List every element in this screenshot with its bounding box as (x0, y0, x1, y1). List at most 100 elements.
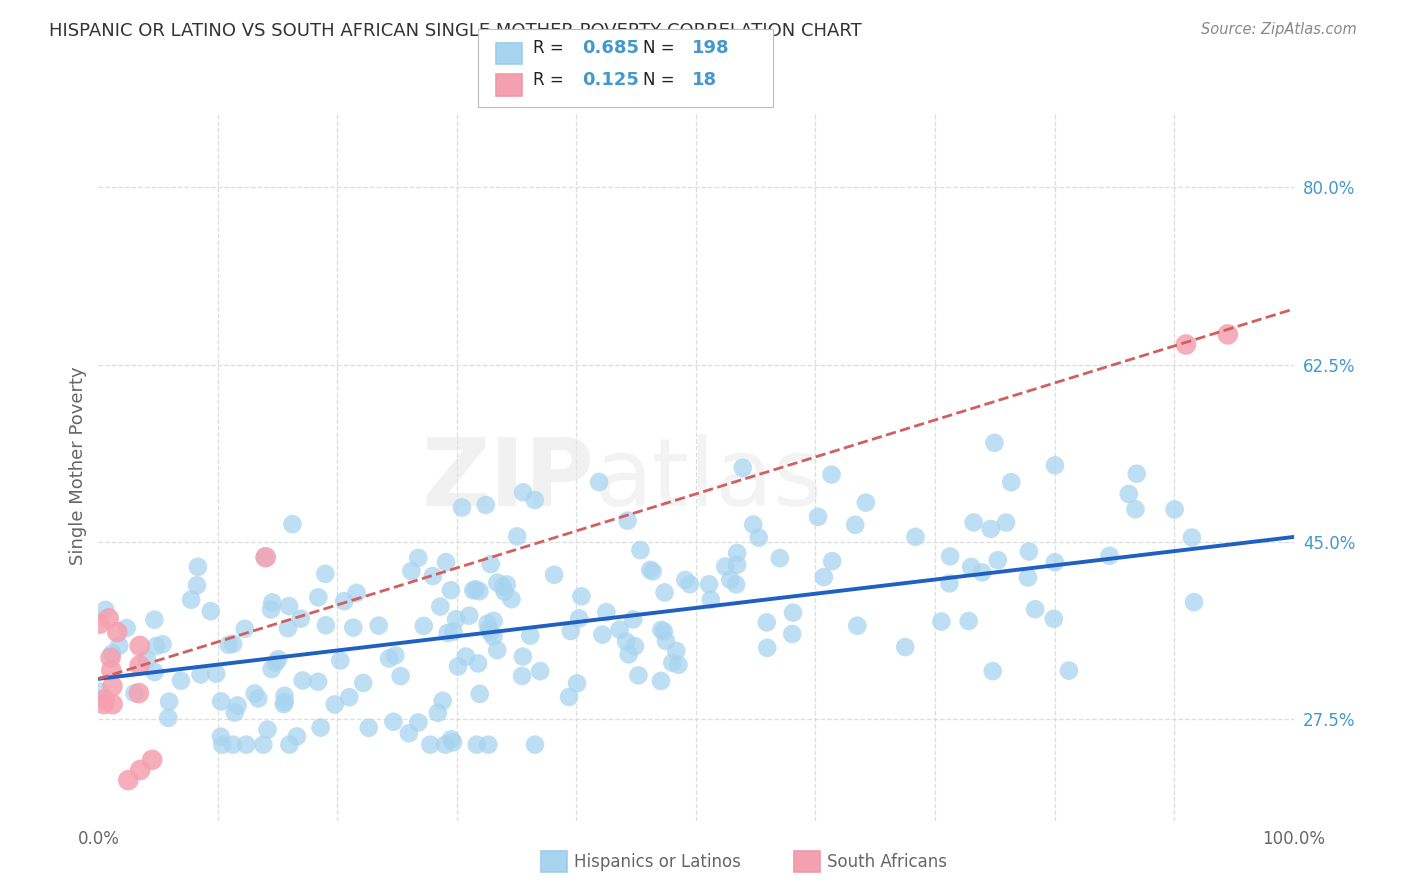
Point (434, 738, 457, 752)
Point (523, 493, 546, 508)
Point (673, 573, 696, 587)
Point (1057, 664, 1080, 678)
Point (141, 753, 163, 767)
Point (652, 624, 675, 639)
Point (323, 698, 346, 712)
Point (129, 763, 152, 777)
Point (467, 657, 489, 671)
Point (247, 691, 270, 706)
Point (756, 640, 779, 655)
Point (780, 627, 803, 641)
Point (529, 664, 551, 678)
Point (700, 592, 723, 607)
Point (519, 629, 541, 643)
Point (186, 578, 208, 592)
Point (725, 546, 748, 560)
Point (124, 686, 146, 700)
Point (115, 621, 138, 635)
Point (640, 563, 662, 577)
Point (568, 611, 591, 625)
Point (650, 623, 672, 637)
Point (616, 514, 638, 528)
Point (1182, 595, 1205, 609)
Point (256, 723, 278, 737)
Point (894, 640, 917, 654)
Point (100, 663, 122, 677)
Point (963, 516, 986, 530)
Text: N =: N = (643, 39, 679, 57)
Point (262, 595, 284, 609)
Point (128, 639, 150, 653)
Point (209, 730, 232, 744)
Point (628, 543, 651, 558)
Point (571, 590, 593, 604)
Point (512, 485, 534, 500)
Point (844, 517, 866, 532)
Point (224, 706, 246, 720)
Point (235, 738, 257, 752)
Point (1043, 458, 1066, 473)
Point (105, 625, 128, 640)
Point (465, 738, 488, 752)
Point (260, 662, 283, 676)
Point (482, 630, 505, 644)
Point (1017, 570, 1039, 584)
Point (731, 460, 754, 475)
Point (401, 564, 423, 578)
Point (419, 738, 441, 752)
Point (782, 606, 804, 620)
Point (609, 623, 631, 637)
Point (560, 624, 582, 638)
Point (93, 697, 115, 711)
Text: R =: R = (533, 39, 569, 57)
Point (222, 637, 245, 651)
Point (1125, 467, 1147, 481)
Point (718, 573, 741, 587)
Point (486, 575, 509, 590)
Point (661, 656, 683, 670)
Point (846, 619, 869, 633)
Text: R =: R = (533, 71, 569, 89)
Point (143, 613, 166, 627)
Point (209, 694, 232, 708)
Point (226, 698, 249, 713)
Point (512, 649, 534, 664)
Point (1181, 531, 1204, 545)
Point (233, 622, 256, 636)
Point (995, 516, 1018, 530)
Text: 0.685: 0.685 (582, 39, 640, 57)
Point (725, 558, 748, 572)
Y-axis label: Single Mother Poverty: Single Mother Poverty (69, 367, 87, 566)
Point (983, 435, 1005, 450)
Point (478, 623, 501, 637)
Point (143, 665, 166, 679)
Point (1098, 549, 1121, 563)
Point (314, 566, 336, 581)
Point (769, 551, 792, 566)
Point (650, 673, 672, 688)
Point (1175, 337, 1198, 351)
Text: N =: N = (643, 71, 679, 89)
Point (495, 577, 517, 591)
Point (510, 669, 533, 683)
Point (938, 576, 960, 591)
Point (157, 695, 180, 709)
Point (352, 676, 374, 690)
Point (595, 605, 617, 619)
Point (1043, 555, 1066, 569)
Point (218, 638, 240, 652)
Point (94, 603, 117, 617)
Point (333, 594, 356, 608)
Text: HISPANIC OR LATINO VS SOUTH AFRICAN SINGLE MOTHER POVERTY CORRELATION CHART: HISPANIC OR LATINO VS SOUTH AFRICAN SING… (49, 22, 862, 40)
Point (422, 569, 444, 583)
Point (855, 495, 877, 509)
Point (904, 530, 927, 544)
Point (458, 608, 481, 623)
Point (641, 565, 664, 579)
Point (389, 669, 412, 683)
Point (267, 652, 290, 666)
Point (108, 639, 131, 653)
Point (291, 673, 314, 688)
Point (128, 686, 150, 700)
Point (807, 509, 830, 524)
